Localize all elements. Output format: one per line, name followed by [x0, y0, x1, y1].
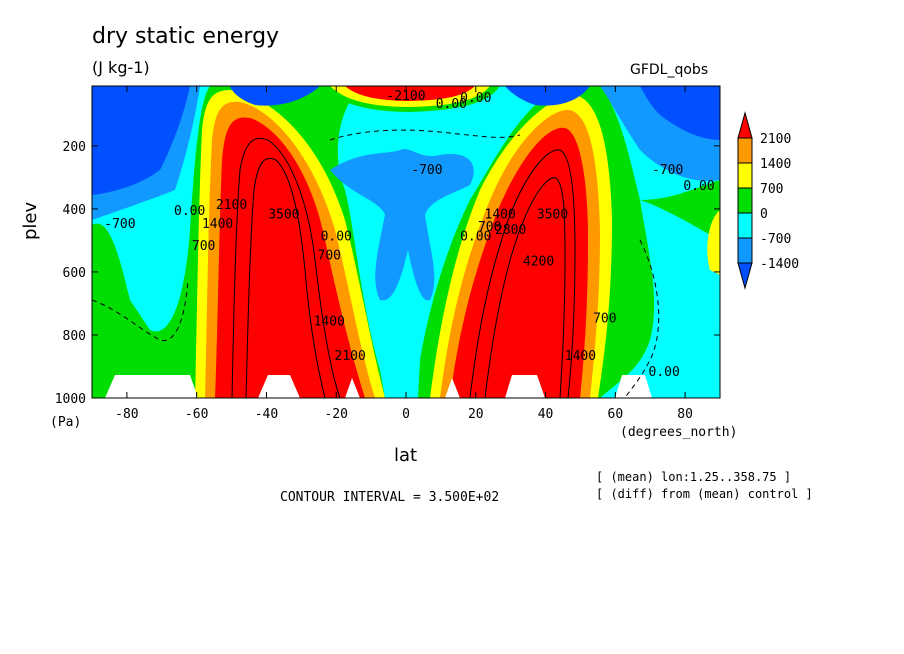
x-tick-label: 60 — [608, 407, 624, 422]
colorbar-swatch — [737, 137, 753, 164]
x-tick-label: 80 — [677, 407, 693, 422]
x-axis: -80 -60 -40 -20 0 20 40 60 80 — [115, 86, 693, 422]
contour-label: 1400 — [202, 217, 233, 232]
contour-label: 3500 — [268, 207, 299, 222]
y-tick-label: 200 — [63, 140, 86, 155]
missing-data-1 — [105, 375, 198, 398]
colorbar-label: -1400 — [760, 257, 799, 272]
x-tick-label: -40 — [255, 407, 278, 422]
chart-title: dry static energy — [92, 24, 280, 49]
contour-label: 1400 — [314, 315, 345, 330]
contour-lines — [92, 129, 660, 398]
contour-label: 0.00 — [649, 365, 680, 380]
contour-label: 0.00 — [174, 204, 205, 219]
colorbar-label: 0 — [760, 207, 768, 222]
contour-label: 700 — [318, 248, 341, 263]
contour-label: -2100 — [386, 89, 425, 104]
missing-data-4 — [445, 378, 460, 398]
y-axis: 200 400 600 800 1000 — [55, 140, 720, 407]
field-darkblue-topmid — [230, 86, 320, 106]
model-name: GFDL_qobs — [630, 62, 709, 78]
colorbar-label: 2100 — [760, 132, 791, 147]
contour-label: 1400 — [565, 349, 596, 364]
colorbar-swatch — [737, 187, 753, 214]
colorbar-label: -700 — [760, 232, 791, 247]
x-tick-label: -60 — [185, 407, 208, 422]
missing-data-5 — [505, 375, 545, 398]
colorbar-swatch — [737, 212, 753, 239]
contour-label: 2100 — [216, 198, 247, 213]
contour-label: 0.00 — [436, 97, 467, 112]
y-axis-label: plev — [20, 201, 41, 240]
y-tick-label: 400 — [63, 203, 86, 218]
contour-label: 2100 — [335, 349, 366, 364]
y-tick-label: 800 — [63, 329, 86, 344]
field-darkblue-right — [640, 86, 720, 140]
missing-data-3 — [345, 378, 360, 398]
x-axis-label: lat — [394, 445, 418, 466]
x-tick-label: -20 — [324, 407, 347, 422]
contour-label: 3500 — [537, 207, 568, 222]
colorbar-swatch — [737, 237, 753, 264]
note-mean-lon: [ (mean) lon:1.25..358.75 ] — [596, 470, 792, 484]
contour-fields — [92, 86, 720, 398]
field-red-north — [450, 127, 588, 398]
contour-interval: CONTOUR INTERVAL = 3.500E+02 — [280, 490, 500, 505]
contour-label: 700 — [593, 311, 616, 326]
colorbar-label: 1400 — [760, 157, 791, 172]
colorbar-swatch — [737, 162, 753, 189]
x-tick-label: 0 — [402, 407, 410, 422]
field-darkblue-left — [92, 86, 190, 195]
field-yellow-right — [707, 210, 720, 275]
contour-label: 2800 — [495, 223, 526, 238]
contour-label: 0.00 — [460, 91, 491, 106]
y-tick-label: 1000 — [55, 392, 86, 407]
colorbar: 2100 1400 700 0 -700 -1400 — [737, 111, 799, 290]
contour-label: 0.00 — [683, 179, 714, 194]
contour-label: -700 — [652, 163, 683, 178]
contour-label: 700 — [478, 220, 501, 235]
contour-label: 4200 — [523, 255, 554, 270]
contour-label: 0.00 — [460, 229, 491, 244]
contour-label: -700 — [411, 163, 442, 178]
field-top-red — [345, 86, 475, 101]
field-blue-mid — [330, 148, 474, 301]
note-diff-control: [ (diff) from (mean) control ] — [596, 487, 813, 501]
chart-units: (J kg-1) — [92, 58, 150, 77]
contour-label: 1400 — [485, 207, 516, 222]
colorbar-label: 700 — [760, 182, 783, 197]
x-axis-unit: (degrees_north) — [620, 425, 738, 440]
contour-label: 0.00 — [321, 229, 352, 244]
y-tick-label: 600 — [63, 266, 86, 281]
missing-data-2 — [258, 375, 300, 398]
contour-label: -700 — [104, 217, 135, 232]
y-axis-unit: (Pa) — [50, 415, 82, 430]
contour-labels: -2100 0.000.00-700 -7000.00-7000.007001400… — [104, 89, 714, 380]
colorbar-top-triangle — [737, 111, 753, 139]
contour-label: 700 — [192, 239, 215, 254]
field-darkblue-topmid2 — [505, 86, 590, 106]
field-red-south — [215, 117, 365, 398]
x-tick-label: -80 — [115, 407, 138, 422]
field-cyan-right — [600, 200, 720, 398]
x-tick-label: 40 — [538, 407, 554, 422]
colorbar-bottom-triangle — [737, 262, 753, 290]
x-tick-label: 20 — [468, 407, 484, 422]
